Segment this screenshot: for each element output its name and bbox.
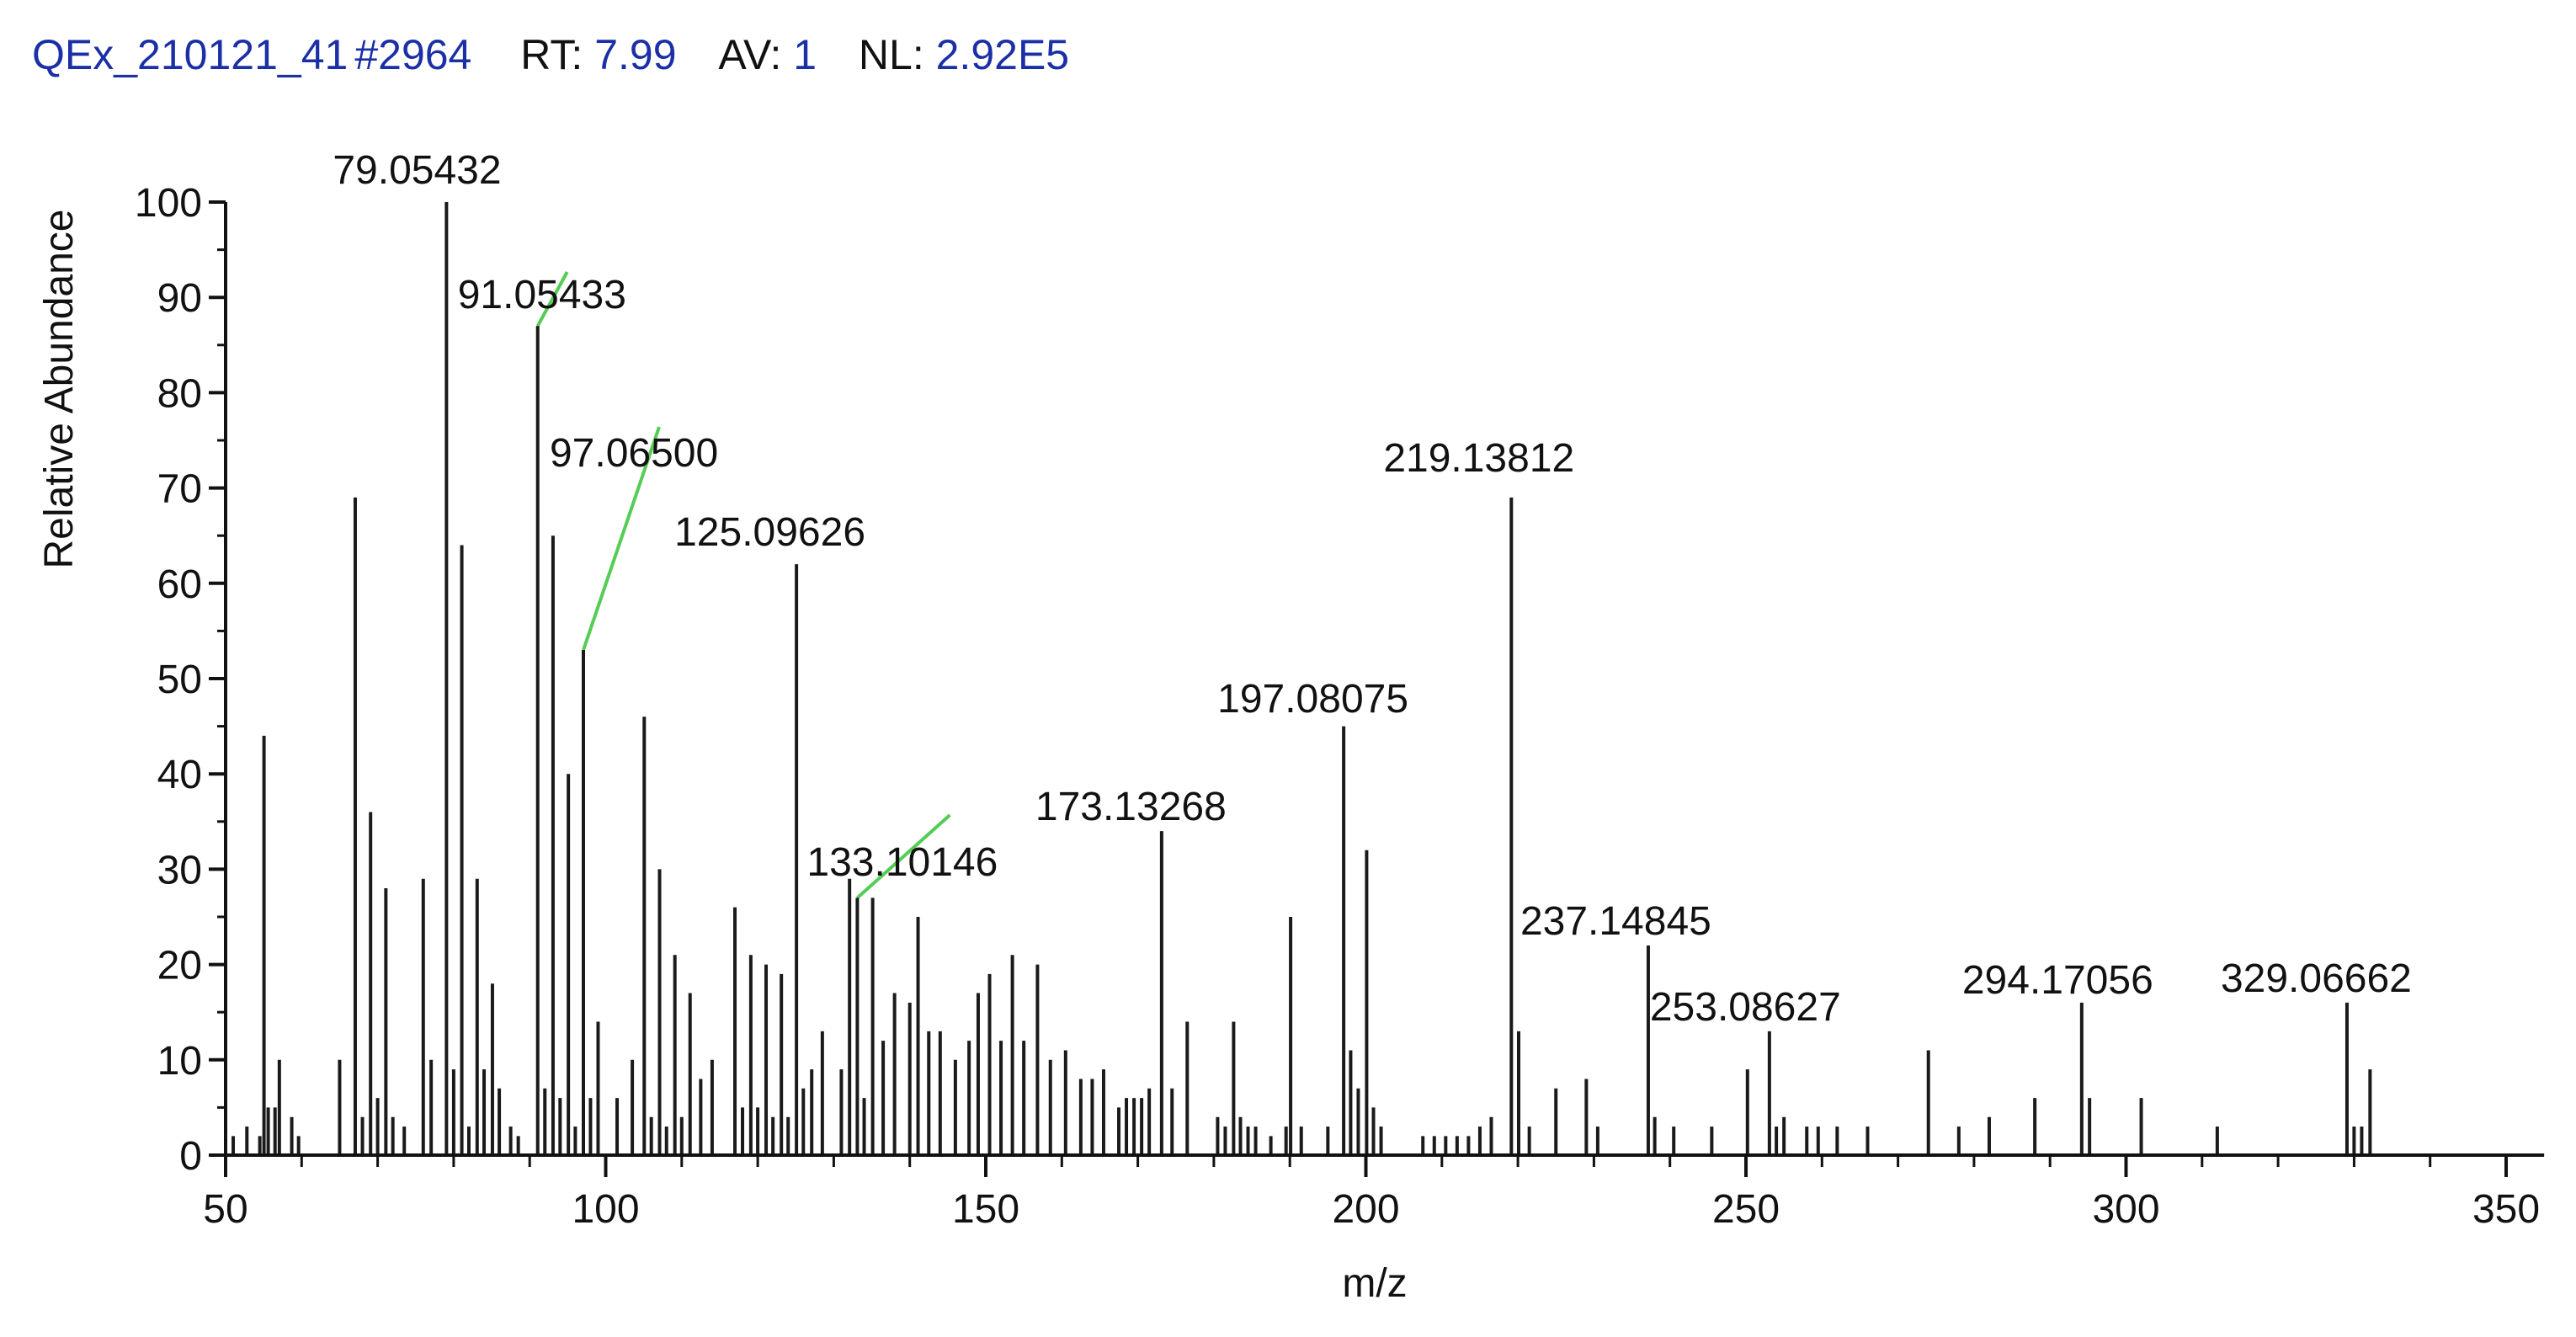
x-tick-label: 350 [2472, 1187, 2540, 1232]
y-axis-title: Relative Abundance [37, 210, 82, 569]
peak-label-leaders [535, 271, 951, 899]
y-tick-label: 70 [157, 467, 202, 512]
x-tick-label: 150 [952, 1187, 1019, 1232]
peak-label-leader [582, 426, 661, 651]
peak-label-leader [856, 813, 951, 899]
peak-label: 79.05432 [333, 148, 501, 193]
nl-label: NL: [858, 31, 924, 78]
rt-label: RT: [520, 31, 583, 78]
x-axis-title: m/z [1342, 1261, 1407, 1306]
peak-label: 197.08075 [1217, 677, 1408, 722]
x-tick-label: 250 [1712, 1187, 1780, 1232]
x-tick-label: 300 [2092, 1187, 2159, 1232]
y-tick-label: 10 [157, 1039, 202, 1084]
rt-value: 7.99 [594, 31, 677, 78]
peak-label: 237.14845 [1520, 899, 1711, 944]
chart-axes [209, 200, 2545, 1177]
y-tick-label: 20 [157, 944, 202, 988]
y-tick-label: 80 [157, 371, 202, 416]
peak-label: 125.09626 [674, 510, 865, 555]
y-tick-label: 90 [157, 276, 202, 321]
peak-label: 97.06500 [550, 431, 718, 476]
tick-labels: 0 10 20 30 40 50 60 70 80 90 100 50 100 150 200 250 300 3… [135, 181, 2540, 1232]
scan-number: #2964 [354, 31, 472, 78]
peak-label: 133.10146 [806, 840, 998, 885]
av-value: 1 [793, 31, 817, 78]
peak-label: 91.05433 [458, 273, 626, 317]
peak-label: 253.08627 [1650, 985, 1841, 1030]
av-label: AV: [718, 31, 782, 78]
y-tick-label: 60 [157, 562, 202, 607]
y-tick-label: 100 [135, 181, 202, 226]
x-tick-label: 100 [572, 1187, 639, 1232]
raw-file-name: QEx_210121_41 [32, 31, 349, 78]
peak-label: 219.13812 [1383, 436, 1574, 481]
y-tick-label: 40 [157, 753, 202, 797]
y-tick-label: 0 [179, 1134, 202, 1179]
y-tick-label: 30 [157, 848, 202, 892]
x-tick-label: 200 [1332, 1187, 1399, 1232]
spectrum-header: QEx_210121_41 #2964 RT: 7.99 AV: 1 NL: 2.… [32, 30, 1069, 79]
x-tick-label: 50 [203, 1187, 247, 1232]
peak-label-leader [535, 271, 569, 328]
nl-value: 2.92E5 [935, 31, 1070, 78]
peak-label: 173.13268 [1035, 785, 1227, 829]
peak-labels: 79.05432 91.05433 97.06500 125.09626 133.101… [333, 148, 2412, 1030]
spectrum-peaks [232, 202, 2372, 1155]
peak-label: 294.17056 [1962, 958, 2153, 1003]
peak-label: 329.06662 [2221, 956, 2412, 1001]
y-tick-label: 50 [157, 658, 202, 702]
